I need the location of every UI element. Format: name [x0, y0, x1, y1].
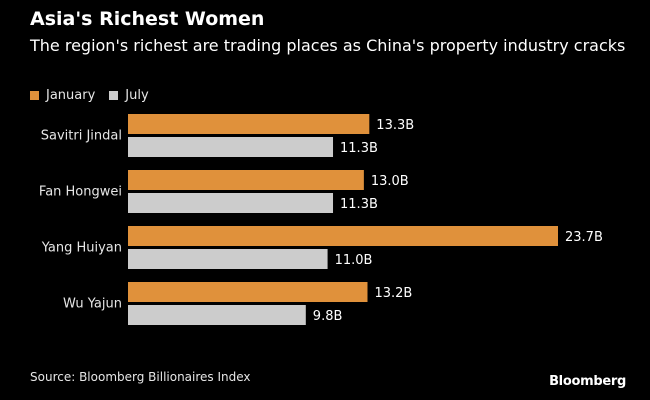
bar-january	[128, 226, 558, 246]
legend-swatch-july	[109, 91, 119, 100]
bar-january	[128, 282, 368, 302]
category-label: Savitri Jindal	[41, 129, 122, 144]
data-label: 13.0B	[371, 174, 409, 189]
legend-item-july: July	[109, 88, 149, 103]
legend-swatch-january	[30, 91, 39, 100]
source-note: Source: Bloomberg Billionaires Index	[30, 370, 251, 384]
legend: January July	[30, 88, 163, 103]
legend-item-january: January	[30, 88, 95, 103]
data-label: 11.3B	[340, 141, 378, 156]
category-label: Yang Huiyan	[41, 241, 122, 256]
data-label: 23.7B	[565, 230, 603, 245]
data-label: 13.3B	[376, 118, 414, 133]
bar-july	[128, 305, 306, 325]
bar-july	[128, 193, 334, 213]
bar-january	[128, 114, 370, 134]
data-label: 13.2B	[374, 286, 412, 301]
legend-label-january: January	[46, 88, 96, 103]
chart-title: Asia's Richest Women	[30, 8, 265, 30]
data-label: 11.3B	[340, 197, 378, 212]
bloomberg-logo: Bloomberg	[549, 374, 626, 389]
bar-july	[128, 137, 334, 157]
bar-july	[128, 249, 328, 269]
category-label: Fan Hongwei	[39, 185, 122, 200]
bar-january	[128, 170, 364, 190]
category-label: Wu Yajun	[63, 297, 122, 312]
data-label: 11.0B	[335, 253, 373, 268]
legend-label-july: July	[125, 88, 149, 103]
data-label: 9.8B	[313, 309, 343, 324]
chart-subtitle: The region's richest are trading places …	[30, 36, 626, 55]
